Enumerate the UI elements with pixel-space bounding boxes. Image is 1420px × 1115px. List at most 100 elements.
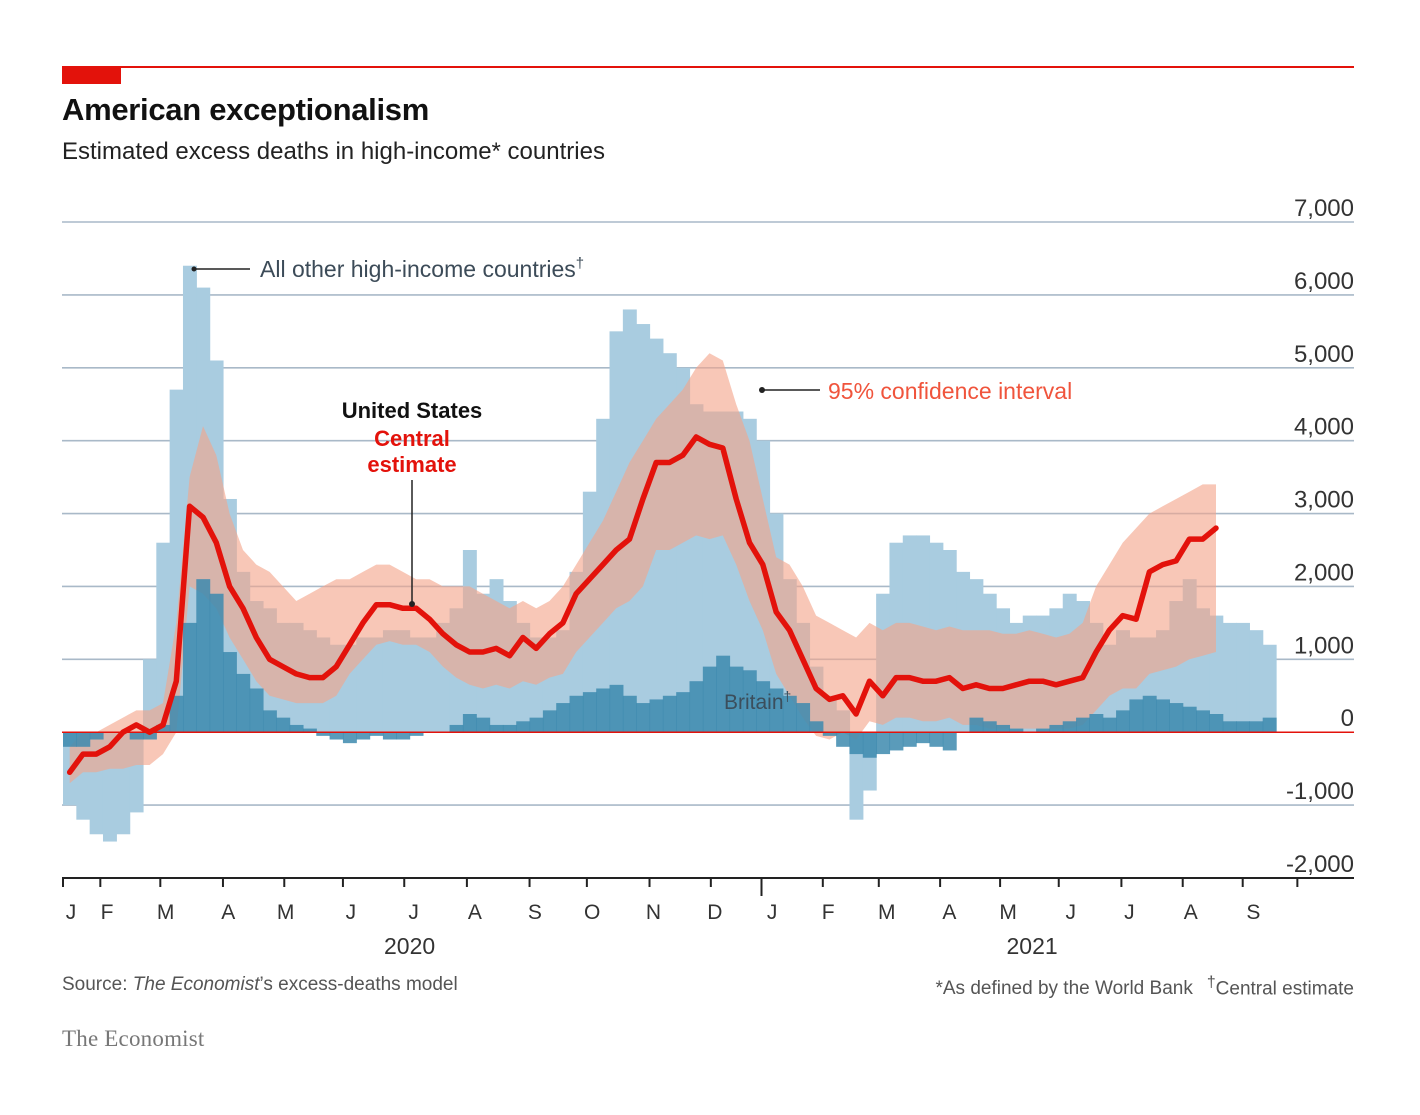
y-axis-labels: 7,000 6,000 5,000 4,000 3,000 2,000 1,000 0 -1,0… xyxy=(1286,195,1354,878)
britain-bar xyxy=(462,714,477,733)
britain-bar xyxy=(849,732,864,755)
britain-bar xyxy=(1049,724,1064,733)
other-countries-bar xyxy=(396,630,411,733)
britain-bar xyxy=(516,721,531,733)
britain-bar xyxy=(182,622,197,733)
britain-bar xyxy=(902,732,917,747)
britain-bar xyxy=(329,732,344,740)
month-label: A xyxy=(1184,901,1198,924)
annotation-us-estimate: estimate xyxy=(367,452,456,477)
month-label: F xyxy=(101,901,114,924)
y-tick-label: 4,000 xyxy=(1294,414,1354,441)
footnote-world-bank: *As defined by the World Bank xyxy=(935,978,1193,1000)
month-label: J xyxy=(767,901,778,924)
britain-bar xyxy=(1249,721,1264,733)
britain-bar xyxy=(1236,721,1250,733)
chart-title: American exceptionalism xyxy=(62,92,429,127)
britain-bar xyxy=(1076,717,1091,733)
y-tick-label: 5,000 xyxy=(1294,341,1354,368)
britain-bar xyxy=(356,732,371,740)
britain-bar xyxy=(1262,717,1277,733)
britain-bar xyxy=(1196,710,1210,733)
britain-bar xyxy=(302,728,317,733)
annotations: All other high-income countries† United … xyxy=(191,255,1072,714)
month-label: J xyxy=(66,901,77,924)
britain-bar xyxy=(1222,721,1237,733)
top-red-rule xyxy=(62,66,1354,68)
britain-bar xyxy=(729,666,744,733)
footnote-central-estimate: Central estimate xyxy=(1215,978,1354,1000)
other-countries-bar xyxy=(1236,622,1250,733)
britain-bar xyxy=(89,732,104,740)
year-label: 2021 xyxy=(1007,933,1058,959)
britain-bar xyxy=(969,717,984,733)
britain-bar xyxy=(596,688,611,733)
britain-bar xyxy=(769,688,784,733)
y-tick-label: 1,000 xyxy=(1294,632,1354,659)
britain-bar xyxy=(156,724,171,733)
economist-logo: The Economist xyxy=(62,1026,205,1051)
other-countries-bar xyxy=(409,637,424,733)
y-tick-label: 3,000 xyxy=(1294,487,1354,514)
other-countries-bar xyxy=(422,637,437,733)
britain-bar xyxy=(942,732,957,751)
confidence-band xyxy=(69,353,1217,784)
y-tick-label: -2,000 xyxy=(1286,851,1354,878)
y-tick-label: 6,000 xyxy=(1294,268,1354,295)
month-label: S xyxy=(1246,901,1260,924)
britain-bar xyxy=(1036,728,1051,733)
economist-red-tab xyxy=(62,66,121,84)
britain-bar xyxy=(276,717,291,733)
month-label: J xyxy=(346,901,357,924)
britain-bar xyxy=(249,688,264,733)
britain-bar xyxy=(809,721,824,733)
britain-bar xyxy=(1116,710,1130,733)
britain-bar xyxy=(289,724,304,733)
britain-bar xyxy=(262,710,277,733)
britain-bar xyxy=(756,681,771,733)
britain-bar xyxy=(622,695,637,733)
britain-bars xyxy=(63,579,1277,758)
annotation-confidence-interval: 95% confidence interval xyxy=(828,378,1072,404)
britain-bar xyxy=(929,732,944,747)
britain-bar xyxy=(129,732,144,740)
month-label: J xyxy=(1124,901,1135,924)
us-line-group xyxy=(66,434,1219,776)
britain-bar xyxy=(209,593,224,733)
britain-bar xyxy=(876,732,891,755)
britain-bar xyxy=(1129,699,1144,733)
year-label: 2020 xyxy=(384,933,435,959)
y-tick-label: 7,000 xyxy=(1294,195,1354,222)
britain-bar xyxy=(982,721,997,733)
britain-bar xyxy=(676,692,691,733)
annotation-dot-us xyxy=(409,601,415,607)
britain-bar xyxy=(1209,714,1224,733)
britain-bar xyxy=(836,732,851,747)
britain-bar xyxy=(342,732,357,744)
britain-bar xyxy=(369,732,384,736)
other-countries-bar xyxy=(1262,644,1277,733)
britain-bar xyxy=(63,732,77,747)
month-label: J xyxy=(1065,901,1076,924)
footnote-dagger: † xyxy=(1206,974,1216,991)
britain-bar xyxy=(916,732,931,744)
month-label: N xyxy=(646,901,661,924)
britain-bar xyxy=(409,732,424,736)
britain-bar xyxy=(742,670,757,733)
annotation-other-countries: All other high-income countries† xyxy=(260,255,584,282)
month-label: J xyxy=(408,901,419,924)
annotation-dot-ci xyxy=(759,387,765,393)
month-label: M xyxy=(157,901,175,924)
britain-bar xyxy=(996,724,1011,733)
britain-bar xyxy=(662,695,677,733)
britain-bar xyxy=(169,695,184,733)
britain-bar xyxy=(782,695,797,733)
britain-bar xyxy=(796,703,811,733)
month-label: S xyxy=(528,901,542,924)
annotation-us-central: Central xyxy=(374,426,450,451)
britain-bar xyxy=(396,732,411,740)
britain-bar xyxy=(502,724,517,733)
other-countries-bar xyxy=(382,630,397,733)
britain-bar xyxy=(862,732,877,758)
